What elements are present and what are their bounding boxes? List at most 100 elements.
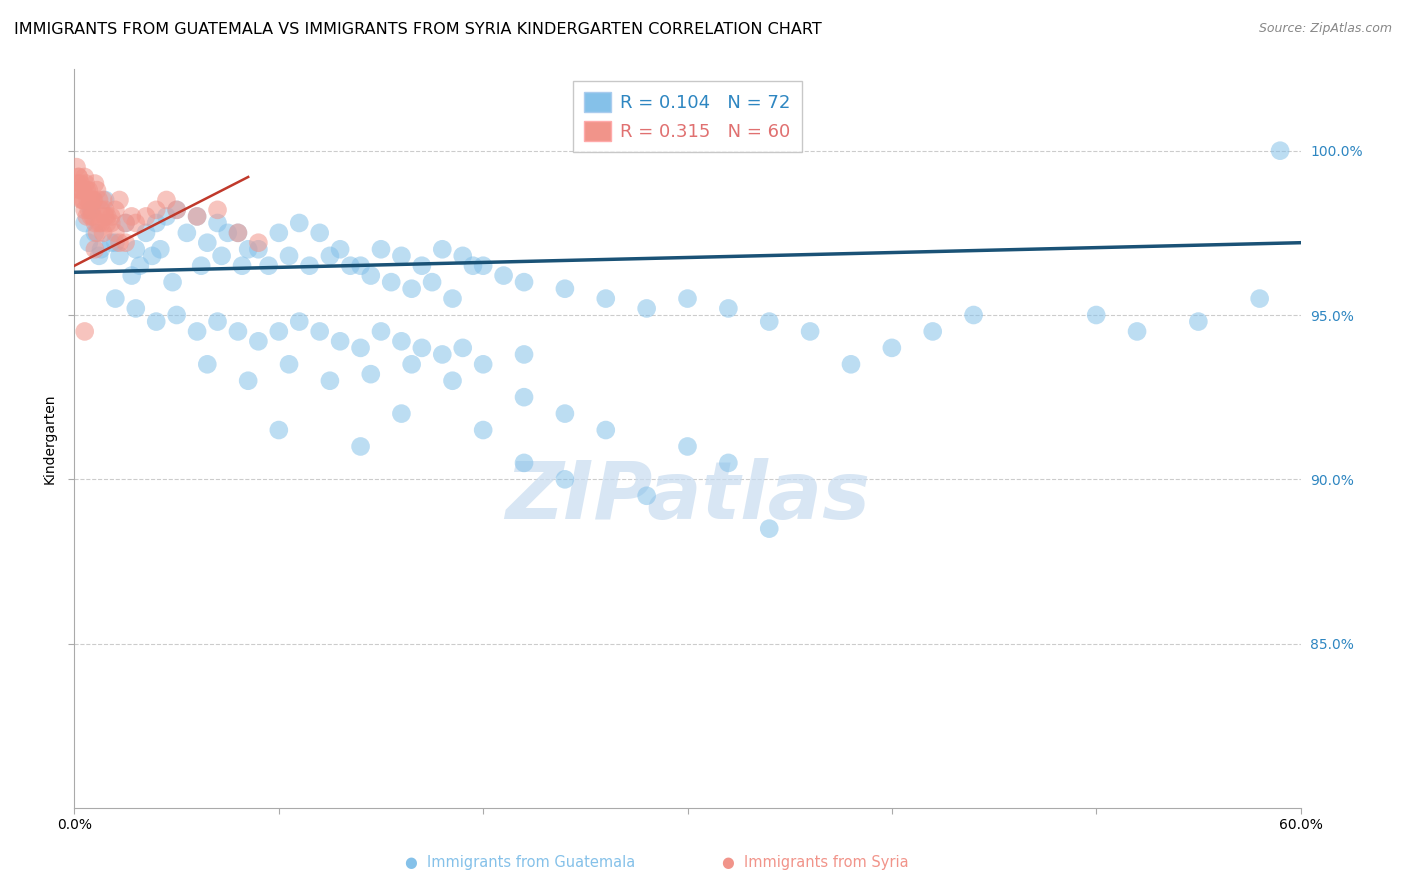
Point [128,259,150,273]
Point [676,440,699,454]
Point [461,259,484,273]
Point [90,242,112,256]
Point [108,193,131,207]
Point [67,169,90,184]
Point [104,235,127,250]
Point [145,216,167,230]
Point [82,210,104,224]
Point [554,282,576,296]
Point [401,357,423,371]
Point [195,235,218,250]
Point [69,183,91,197]
Point [87,216,110,230]
Point [87,249,110,263]
Point [595,423,617,437]
Point [1085,308,1108,322]
Point [86,183,108,197]
Point [226,226,249,240]
Point [329,242,352,256]
Point [441,292,464,306]
Point [166,202,188,217]
Point [349,259,371,273]
Point [636,301,658,316]
Point [145,202,167,217]
Point [288,315,311,329]
Point [267,423,290,437]
Point [69,177,91,191]
Point [76,193,98,207]
Point [94,193,117,207]
Point [96,210,118,224]
Point [166,308,188,322]
Point [921,325,943,339]
Text: Source: ZipAtlas.com: Source: ZipAtlas.com [1258,22,1392,36]
Point [360,367,382,381]
Point [135,226,157,240]
Point [432,242,454,256]
Point [513,456,536,470]
Point [391,407,413,421]
Point [94,210,117,224]
Point [799,325,821,339]
Point [108,235,131,250]
Point [84,177,107,191]
Point [96,216,118,230]
Point [472,259,495,273]
Point [79,193,101,207]
Point [82,193,104,207]
Point [962,308,984,322]
Point [238,242,260,256]
Point [238,374,260,388]
Point [162,275,184,289]
Point [80,202,103,217]
Point [411,341,433,355]
Point [100,210,122,224]
Point [370,325,392,339]
Point [186,325,208,339]
Point [80,210,103,224]
Point [76,210,98,224]
Point [73,216,96,230]
Point [319,249,342,263]
Point [207,202,229,217]
Point [80,193,103,207]
Point [108,249,131,263]
Point [717,301,740,316]
Point [257,259,280,273]
Point [104,202,127,217]
Point [472,357,495,371]
Point [77,202,100,217]
Point [308,226,330,240]
Point [758,522,780,536]
Point [65,160,87,174]
Point [492,268,515,283]
Point [141,249,163,263]
Text: ●  Immigrants from Syria: ● Immigrants from Syria [723,855,908,870]
Point [339,259,361,273]
Point [231,259,253,273]
Point [135,210,157,224]
Point [104,292,127,306]
Point [226,226,249,240]
Point [226,325,249,339]
Point [73,325,96,339]
Point [73,169,96,184]
Point [94,202,117,217]
Point [125,216,148,230]
Point [77,183,100,197]
Point [441,374,464,388]
Point [880,341,903,355]
Point [247,334,270,349]
Point [513,347,536,361]
Point [451,341,474,355]
Point [84,242,107,256]
Point [411,259,433,273]
Point [298,259,321,273]
Point [190,259,212,273]
Point [125,242,148,256]
Point [67,169,90,184]
Point [149,242,172,256]
Point [90,216,112,230]
Point [758,315,780,329]
Point [72,193,94,207]
